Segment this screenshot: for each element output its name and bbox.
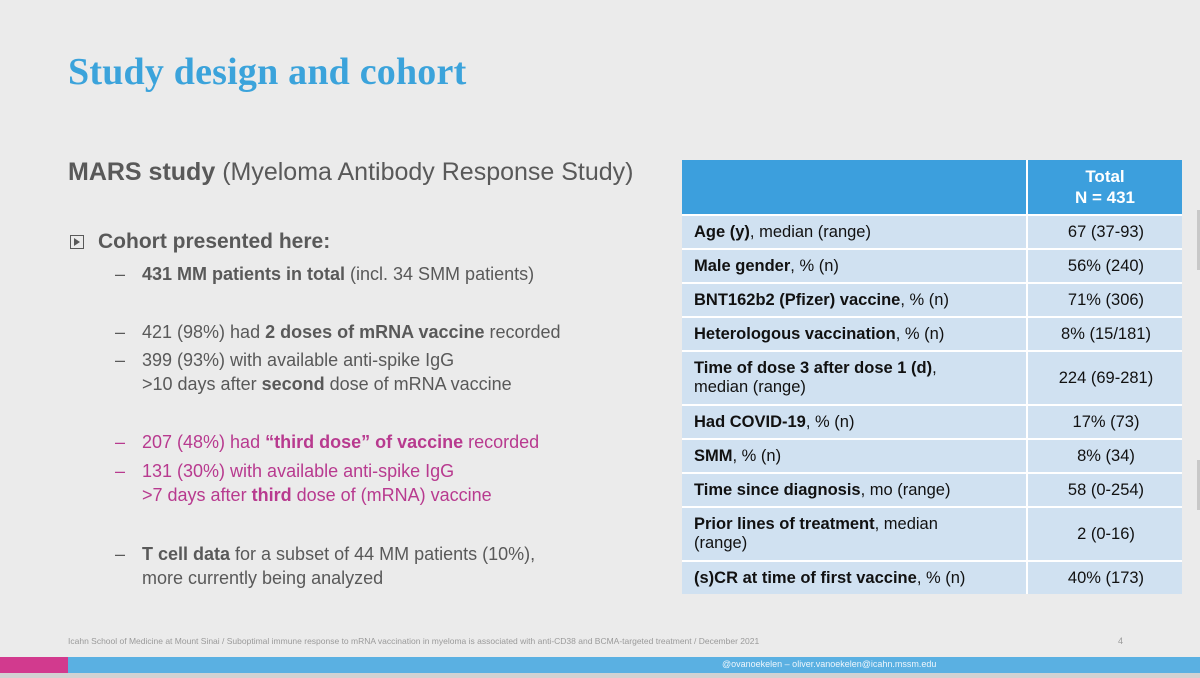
row-label: BNT162b2 (Pfizer) vaccine, % (n) [682,282,1028,316]
table-row: SMM, % (n) 8% (34) [682,438,1182,472]
item-bold: 431 MM patients in total [142,264,346,284]
item-continuation: more currently being analyzed [142,568,384,588]
item-text: for a subset of 44 MM patients (10%), [230,544,536,564]
item-text: 207 (48%) had [142,432,266,452]
row-label: SMM, % (n) [682,438,1028,472]
table-row: Time since diagnosis, mo (range) 58 (0-2… [682,472,1182,506]
dash: – [115,264,126,284]
dash: – [115,350,126,370]
table-row: Time of dose 3 after dose 1 (d), median (… [682,350,1182,404]
item-bold: third [251,485,292,505]
item-text: dose of mRNA vaccine [324,374,512,394]
table-header-row: Total N = 431 [682,160,1182,214]
item-bold: second [261,374,325,394]
item-continuation: >7 days after third dose of (mRNA) vacci… [115,483,492,507]
row-label: Prior lines of treatment, median (range) [682,506,1028,560]
table-header-empty [682,160,1028,214]
list-item-total: –431 MM patients in total (incl. 34 SMM … [115,262,534,286]
play-bullet-icon [70,235,84,249]
header-total-label: Total [1085,167,1125,186]
footer-band-blue [68,657,1200,673]
slide-title: Study design and cohort [68,51,467,93]
item-text: >7 days after [142,485,252,505]
item-continuation: >10 days after second dose of mRNA vacci… [115,372,512,396]
cohort-table: Total N = 431 Age (y), median (range) 67… [682,160,1182,594]
row-value: 56% (240) [1028,248,1182,282]
study-subtitle: MARS study (Myeloma Antibody Response St… [68,158,634,187]
row-value: 71% (306) [1028,282,1182,316]
table-row: BNT162b2 (Pfizer) vaccine, % (n) 71% (30… [682,282,1182,316]
row-label: Male gender, % (n) [682,248,1028,282]
item-text: 399 (93%) with available anti-spike IgG [142,350,455,370]
row-value: 8% (15/181) [1028,316,1182,350]
row-label: Age (y), median (range) [682,214,1028,248]
presenter-credit: @ovanoekelen – oliver.vanoekelen@icahn.m… [722,659,937,669]
row-label: Had COVID-19, % (n) [682,404,1028,438]
dash: – [115,544,126,564]
cohort-heading-text: Cohort presented here: [98,230,331,253]
page-number: 4 [1118,636,1124,646]
row-value: 58 (0-254) [1028,472,1182,506]
footer-band-pink [0,657,68,673]
footer-text: Icahn School of Medicine at Mount Sinai … [68,636,760,646]
row-label: Time since diagnosis, mo (range) [682,472,1028,506]
header-n-label: N = 431 [1074,188,1135,207]
study-name: MARS study [68,158,216,186]
list-item-third-dose: –207 (48%) had “third dose” of vaccine r… [115,430,539,454]
study-full-name: (Myeloma Antibody Response Study) [222,158,634,186]
item-text: >10 days after [142,374,262,394]
row-value: 2 (0-16) [1028,506,1182,560]
item-text: 131 (30%) with available anti-spike IgG [142,461,455,481]
list-item-t-cell: – T cell data for a subset of 44 MM patie… [115,542,535,590]
list-item-two-doses: –421 (98%) had 2 doses of mRNA vaccine r… [115,320,561,344]
item-bold: “third dose” of vaccine [265,432,464,452]
row-label: (s)CR at time of first vaccine, % (n) [682,560,1028,594]
item-text: dose of (mRNA) vaccine [291,485,492,505]
table-row: Age (y), median (range) 67 (37-93) [682,214,1182,248]
item-bold: 2 doses of mRNA vaccine [265,322,485,342]
table-row: Heterologous vaccination, % (n) 8% (15/1… [682,316,1182,350]
row-label: Heterologous vaccination, % (n) [682,316,1028,350]
table-row: Male gender, % (n) 56% (240) [682,248,1182,282]
dash: – [115,432,126,452]
table-row: Had COVID-19, % (n) 17% (73) [682,404,1182,438]
row-value: 17% (73) [1028,404,1182,438]
footer-band-bottom [0,673,1200,678]
item-text: recorded [484,322,561,342]
table-header-total: Total N = 431 [1028,160,1182,214]
list-item-third-dose-igg: –131 (30%) with available anti-spike IgG… [115,459,492,507]
item-text: 421 (98%) had [142,322,266,342]
edge-marks [1196,210,1200,510]
item-text: (incl. 34 SMM patients) [345,264,535,284]
row-value: 67 (37-93) [1028,214,1182,248]
cohort-heading: Cohort presented here: [68,230,330,254]
table-row: (s)CR at time of first vaccine, % (n) 40… [682,560,1182,594]
row-label: Time of dose 3 after dose 1 (d), median (… [682,350,1028,404]
row-value: 224 (69-281) [1028,350,1182,404]
dash: – [115,461,126,481]
item-text: recorded [463,432,540,452]
item-bold: T cell data [142,544,231,564]
dash: – [115,322,126,342]
row-value: 8% (34) [1028,438,1182,472]
row-value: 40% (173) [1028,560,1182,594]
table-row: Prior lines of treatment, median (range) … [682,506,1182,560]
list-item-second-dose-igg: –399 (93%) with available anti-spike IgG… [115,348,512,396]
